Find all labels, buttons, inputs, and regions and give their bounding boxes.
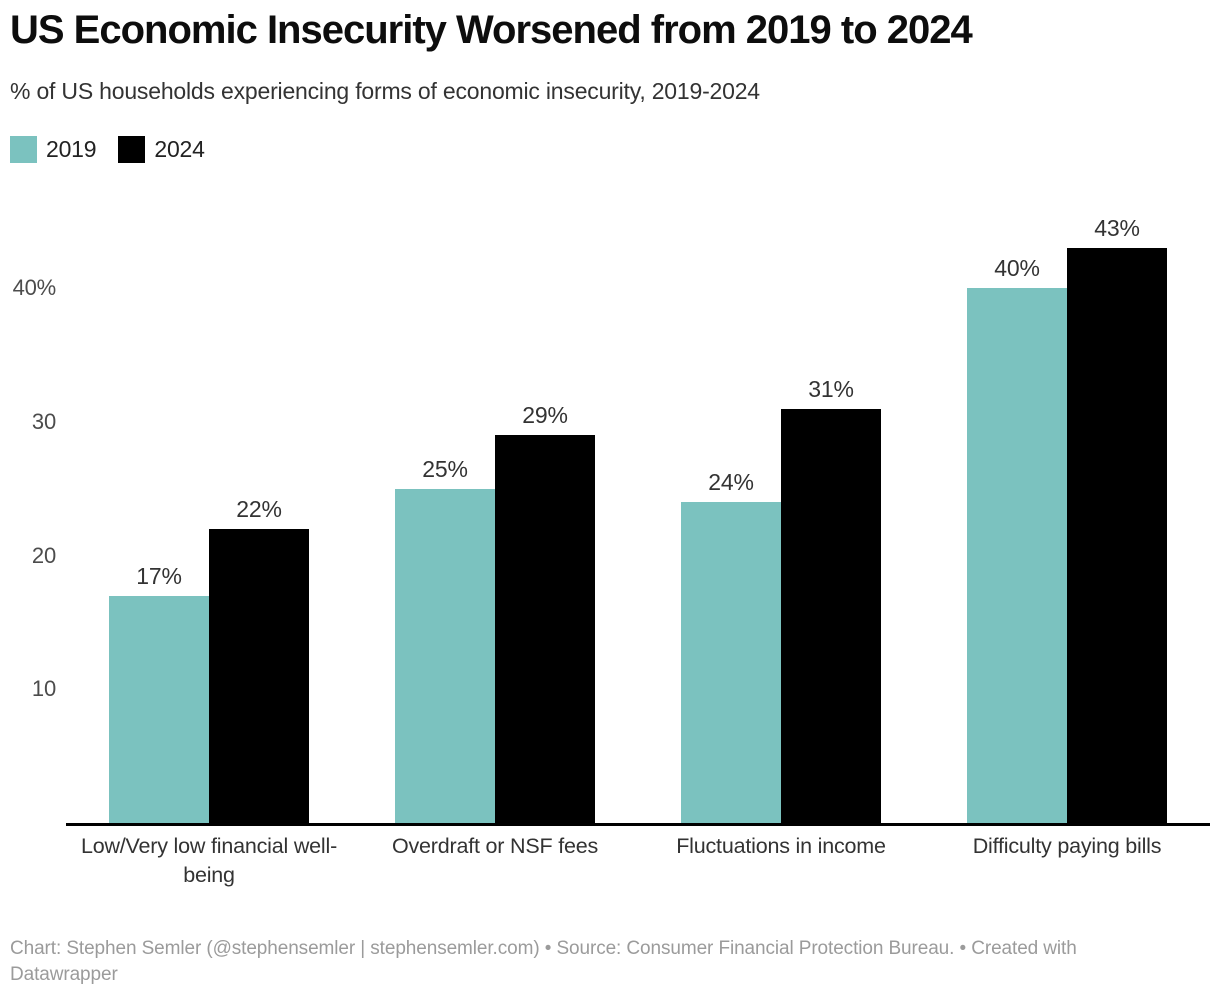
- plot-area: 17% 22% 25% 29% 24% 31% 40% 43%: [66, 200, 1210, 826]
- x-axis-line: [66, 823, 1210, 826]
- x-category-label: Overdraft or NSF fees: [391, 834, 599, 858]
- bar-2024-category-1: [495, 435, 595, 823]
- legend-swatch-2019: [10, 136, 37, 163]
- legend-swatch-2024: [118, 136, 146, 163]
- y-tick-label: 10: [31, 676, 56, 702]
- chart-footer: Chart: Stephen Semler (@stephensemler | …: [10, 938, 1077, 985]
- bar-2019-category-0: [109, 595, 209, 823]
- legend-label: 2024: [154, 136, 205, 162]
- bar-2019-category-3: [967, 288, 1067, 823]
- value-label-2024-category-0: 22%: [236, 495, 282, 522]
- bar-2024-category-3: [1067, 248, 1167, 823]
- value-label-2024-category-3: 43%: [1094, 215, 1140, 242]
- x-category-label: Fluctuations in income: [676, 834, 886, 858]
- bar-2019-category-2: [681, 502, 781, 823]
- bar-2024-category-2: [781, 408, 881, 823]
- y-axis-tick-labels: 10 20 30 40%: [0, 200, 57, 823]
- x-axis-labels: Low/Very low financial well-being Overdra…: [66, 832, 1210, 902]
- chart-subtitle: % of US households experiencing forms of…: [10, 78, 760, 104]
- x-category-label: Difficulty paying bills: [972, 834, 1162, 858]
- value-label-2019-category-1: 25%: [422, 455, 468, 482]
- x-category-label: Low/Very low financial well-being: [80, 834, 338, 887]
- value-label-2024-category-2: 31%: [808, 375, 854, 402]
- chart-title: US Economic Insecurity Worsened from 201…: [10, 8, 973, 52]
- y-tick-label: 40%: [12, 275, 57, 301]
- y-tick-label: 20: [31, 542, 56, 568]
- bar-2019-category-1: [395, 488, 495, 823]
- legend-item-2019: 2019: [10, 136, 97, 163]
- value-label-2024-category-1: 29%: [522, 402, 568, 429]
- value-label-2019-category-0: 17%: [136, 562, 182, 589]
- y-tick-label: 30: [31, 408, 56, 434]
- legend-label: 2019: [46, 136, 97, 162]
- legend-item-2024: 2024: [118, 136, 205, 163]
- value-label-2019-category-3: 40%: [994, 255, 1040, 282]
- value-label-2019-category-2: 24%: [708, 469, 754, 496]
- bar-2024-category-0: [209, 528, 309, 823]
- chart-legend: 2019 2024: [10, 136, 205, 163]
